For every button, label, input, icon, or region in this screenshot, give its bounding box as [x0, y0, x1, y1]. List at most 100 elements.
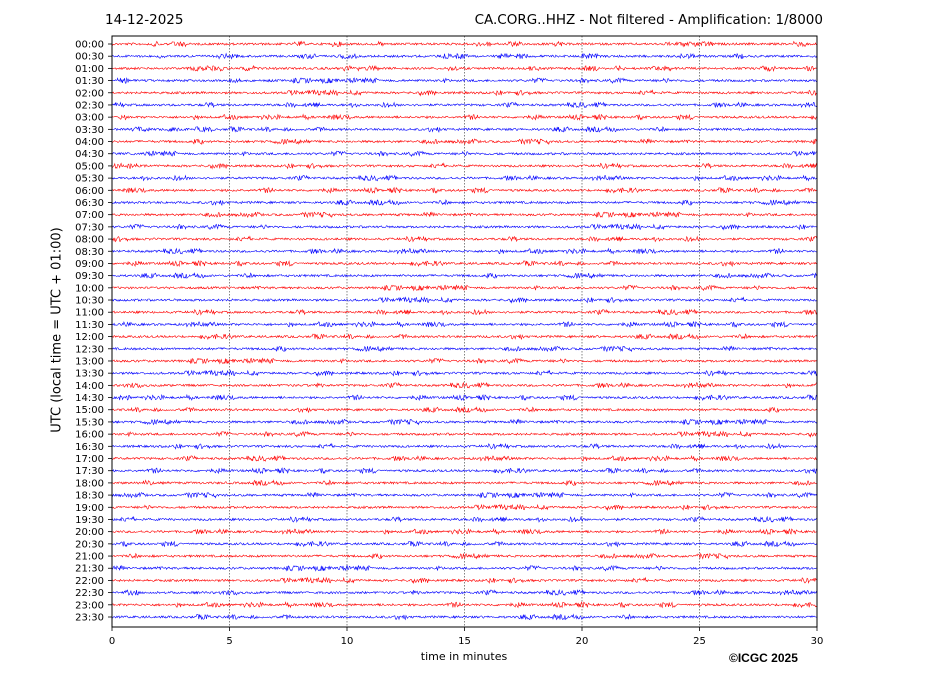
seismic-trace	[111, 284, 818, 292]
y-tick-label: 07:00	[75, 210, 104, 221]
y-tick-label: 12:00	[75, 332, 104, 343]
seismic-trace	[111, 320, 818, 328]
y-tick-label: 03:00	[75, 113, 104, 124]
y-tick-label: 23:00	[75, 600, 104, 611]
seismic-trace	[111, 260, 818, 267]
x-tick-label: 0	[109, 636, 115, 647]
seismic-trace	[111, 418, 818, 426]
y-tick-label: 08:30	[75, 247, 104, 258]
y-tick-label: 04:30	[75, 149, 104, 160]
seismic-trace	[111, 442, 818, 450]
y-tick-label: 02:00	[75, 88, 104, 99]
seismic-trace	[111, 406, 818, 414]
seismic-trace	[111, 235, 818, 243]
seismic-trace	[111, 198, 818, 206]
y-tick-label: 17:00	[75, 454, 104, 465]
x-tick-label: 10	[341, 636, 354, 647]
y-tick-label: 13:00	[75, 356, 104, 367]
seismic-trace	[111, 345, 817, 353]
y-tick-label: 11:30	[75, 320, 104, 331]
y-tick-label: 07:30	[75, 222, 104, 233]
y-tick-label: 01:30	[75, 76, 104, 87]
copyright-text: ©ICGC 2025	[729, 651, 798, 665]
seismic-trace	[111, 467, 818, 475]
seismic-trace	[111, 64, 818, 72]
y-tick-label: 21:00	[75, 552, 104, 563]
seismic-trace	[111, 40, 818, 48]
y-tick-label: 16:00	[75, 430, 104, 441]
seismic-trace	[111, 430, 817, 438]
seismic-trace	[111, 308, 818, 316]
seismic-trace	[111, 52, 818, 60]
seismic-trace	[111, 479, 818, 487]
y-tick-label: 14:30	[75, 393, 104, 404]
seismic-trace	[111, 540, 818, 548]
y-tick-label: 16:30	[75, 442, 104, 453]
seismic-trace	[111, 162, 818, 170]
y-tick-label: 04:00	[75, 137, 104, 148]
y-tick-label: 05:30	[75, 174, 104, 185]
y-tick-label: 19:00	[75, 503, 104, 514]
seismic-trace	[111, 223, 818, 231]
seismic-trace	[111, 272, 818, 280]
y-tick-label: 11:00	[75, 308, 104, 319]
y-tick-label: 17:30	[75, 466, 104, 477]
seismic-trace	[111, 150, 817, 158]
seismic-trace	[111, 89, 817, 97]
y-tick-label: 00:00	[75, 40, 104, 51]
y-tick-label: 06:30	[75, 198, 104, 209]
plot-title: CA.CORG..HHZ - Not filtered - Amplificat…	[474, 12, 823, 28]
x-tick-label: 15	[458, 636, 471, 647]
seismic-trace	[111, 101, 818, 109]
seismic-trace	[111, 564, 817, 572]
y-tick-label: 22:30	[75, 588, 104, 599]
seismic-trace	[111, 125, 818, 133]
y-tick-label: 01:00	[75, 64, 104, 75]
x-tick-label: 30	[811, 636, 824, 647]
seismic-trace	[111, 576, 818, 585]
seismic-trace	[111, 211, 818, 219]
y-tick-label: 09:30	[75, 271, 104, 282]
seismic-trace	[111, 601, 818, 609]
y-tick-label: 13:30	[75, 369, 104, 380]
seismic-trace	[111, 77, 818, 85]
y-tick-label: 08:00	[75, 235, 104, 246]
seismic-trace	[111, 138, 818, 146]
seismic-trace	[111, 454, 818, 462]
x-tick-label: 25	[693, 636, 706, 647]
y-tick-label: 00:30	[75, 52, 104, 63]
y-tick-label: 18:00	[75, 478, 104, 489]
seismic-trace	[111, 113, 818, 121]
y-tick-label: 18:30	[75, 491, 104, 502]
y-tick-label: 02:30	[75, 100, 104, 111]
y-tick-label: 19:30	[75, 515, 104, 526]
seismic-trace	[111, 296, 817, 304]
y-tick-label: 23:30	[75, 613, 104, 624]
x-tick-label: 5	[226, 636, 232, 647]
y-tick-label: 21:30	[75, 564, 104, 575]
seismic-trace	[111, 491, 818, 499]
y-tick-label: 22:00	[75, 576, 104, 587]
plot-date: 14-12-2025	[105, 12, 184, 28]
seismic-trace	[111, 589, 818, 596]
y-tick-label: 20:30	[75, 539, 104, 550]
seismic-trace	[111, 552, 818, 560]
y-tick-label: 10:00	[75, 283, 104, 294]
seismic-trace	[111, 333, 818, 340]
x-tick-label: 20	[576, 636, 589, 647]
y-tick-label: 10:30	[75, 296, 104, 307]
y-tick-label: 06:00	[75, 186, 104, 197]
seismic-trace	[111, 174, 818, 182]
y-tick-label: 12:30	[75, 344, 104, 355]
y-tick-label: 20:00	[75, 527, 104, 538]
seismic-trace	[111, 247, 817, 255]
y-tick-label: 15:30	[75, 417, 104, 428]
y-tick-label: 09:00	[75, 259, 104, 270]
seismic-trace	[111, 527, 818, 536]
plot-frame	[111, 35, 818, 628]
seismic-trace	[111, 369, 818, 377]
x-axis-label: time in minutes	[420, 650, 508, 663]
seismic-trace	[111, 613, 817, 621]
seismic-trace	[111, 503, 818, 512]
